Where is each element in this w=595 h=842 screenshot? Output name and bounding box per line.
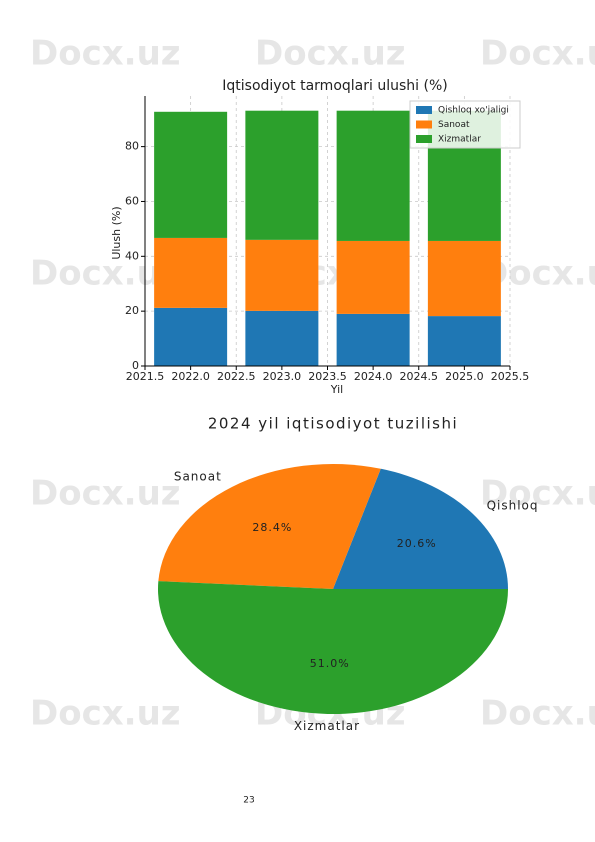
x-tick-label: 2022.0 [171,370,210,383]
watermark: Docx.uz [480,694,595,734]
chart-title: 2024 yil iqtisodiyot tuzilishi [208,415,458,433]
x-tick-label: 2025.0 [445,370,484,383]
legend-swatch [416,135,432,143]
watermark: Docx.uz [480,474,595,514]
y-tick-label: 20 [125,304,139,317]
y-tick-label: 40 [125,249,139,262]
pie-category-label: Sanoat [174,469,222,483]
pie-category-label: Qishloq [487,499,539,513]
bar-segment [427,240,501,317]
pie-value-label: 20.6% [397,537,437,550]
page-number: 23 [243,796,254,806]
legend-swatch [416,106,432,114]
legend-label: Sanoat [438,120,470,130]
x-tick-label: 2024.5 [400,370,439,383]
bar-segment [336,240,410,314]
bar-segment [245,239,319,311]
bar-segment [336,110,410,241]
bar-segment [245,110,319,240]
pie-slice [333,468,508,589]
x-tick-label: 2023.5 [308,370,347,383]
x-tick-label: 2025.5 [491,370,530,383]
bar-segment [245,310,319,366]
x-axis-label: Yil [330,383,343,396]
watermark: Docx.uz [255,34,406,74]
chart-title: Iqtisodiyot tarmoqlari ulushi (%) [222,78,447,94]
pie-slice [158,464,381,589]
y-tick-label: 0 [132,359,139,372]
watermark: Docx.uz [30,694,181,734]
legend-label: Qishloq xo'jaligi [438,106,509,116]
bar-segment [427,316,501,366]
legend-label: Xizmatlar [438,135,481,145]
y-tick-label: 60 [125,194,139,207]
pie-value-label: 28.4% [252,521,292,534]
pie-value-label: 51.0% [310,657,350,670]
bar-segment [154,307,228,366]
legend-swatch [416,120,432,129]
y-tick-label: 80 [125,140,139,153]
bar-segment [154,111,228,238]
watermark: Docx.uz [480,34,595,74]
x-tick-label: 2024.0 [354,370,393,383]
bar-segment [154,237,228,308]
pie-slice [157,581,508,715]
x-tick-label: 2021.5 [126,370,165,383]
watermark: Docx.uz [30,34,181,74]
x-tick-label: 2023.0 [263,370,302,383]
pie-category-label: Xizmatlar [294,719,360,733]
y-axis-label: Ulush (%) [110,206,123,259]
x-tick-label: 2022.5 [217,370,256,383]
bar-segment [336,313,410,366]
watermark: Docx.uz [30,474,181,514]
